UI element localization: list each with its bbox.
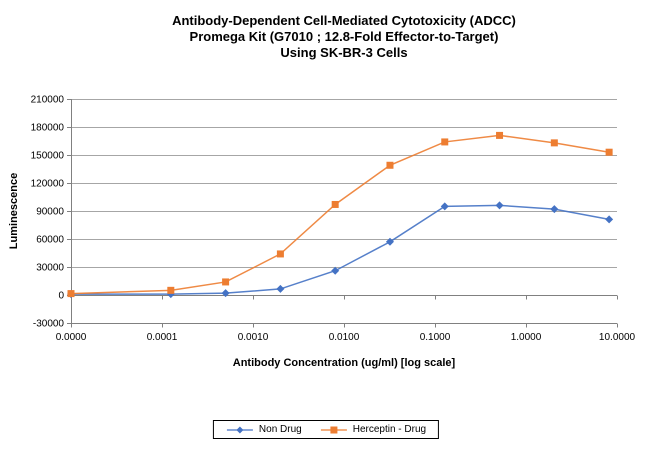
svg-text:120000: 120000: [31, 179, 65, 190]
y-axis-title: Luminescence: [8, 172, 20, 250]
svg-text:0.1000: 0.1000: [420, 332, 451, 343]
svg-text:0.0000: 0.0000: [56, 332, 87, 343]
svg-text:0: 0: [58, 291, 64, 302]
line-diamond-marker-icon: [226, 426, 253, 433]
svg-text:1.0000: 1.0000: [511, 332, 542, 343]
legend-label-non-drug: Non Drug: [258, 424, 302, 435]
chart-title-line-2: Promega Kit (G7010 ; 12.8-Fold Effector-…: [189, 29, 499, 44]
svg-text:60000: 60000: [36, 235, 64, 246]
svg-text:0.0010: 0.0010: [238, 332, 269, 343]
legend-item-herceptin-drug: Herceptin - Drug: [320, 424, 426, 435]
svg-text:90000: 90000: [36, 207, 64, 218]
svg-text:0.0001: 0.0001: [147, 332, 178, 343]
legend-label-herceptin-drug: Herceptin - Drug: [352, 424, 427, 435]
svg-text:30000: 30000: [36, 263, 64, 274]
legend-item-non-drug: Non Drug: [226, 424, 302, 435]
svg-text:180000: 180000: [31, 123, 65, 134]
chart-title-line-1: Antibody-Dependent Cell-Mediated Cytotox…: [172, 13, 516, 28]
svg-text:0.0100: 0.0100: [329, 332, 360, 343]
svg-text:150000: 150000: [31, 151, 65, 162]
chart-title: Antibody-Dependent Cell-Mediated Cytotox…: [71, 13, 617, 61]
chart-title-line-3: Using SK-BR-3 Cells: [280, 45, 408, 60]
svg-text:10.0000: 10.0000: [599, 332, 636, 343]
line-square-marker-icon: [320, 426, 347, 433]
x-axis-title: Antibody Concentration (ug/ml) [log scal…: [232, 357, 456, 369]
chart-legend: Non Drug Herceptin - Drug: [212, 420, 440, 439]
svg-text:210000: 210000: [31, 95, 65, 106]
svg-text:-30000: -30000: [33, 319, 65, 330]
